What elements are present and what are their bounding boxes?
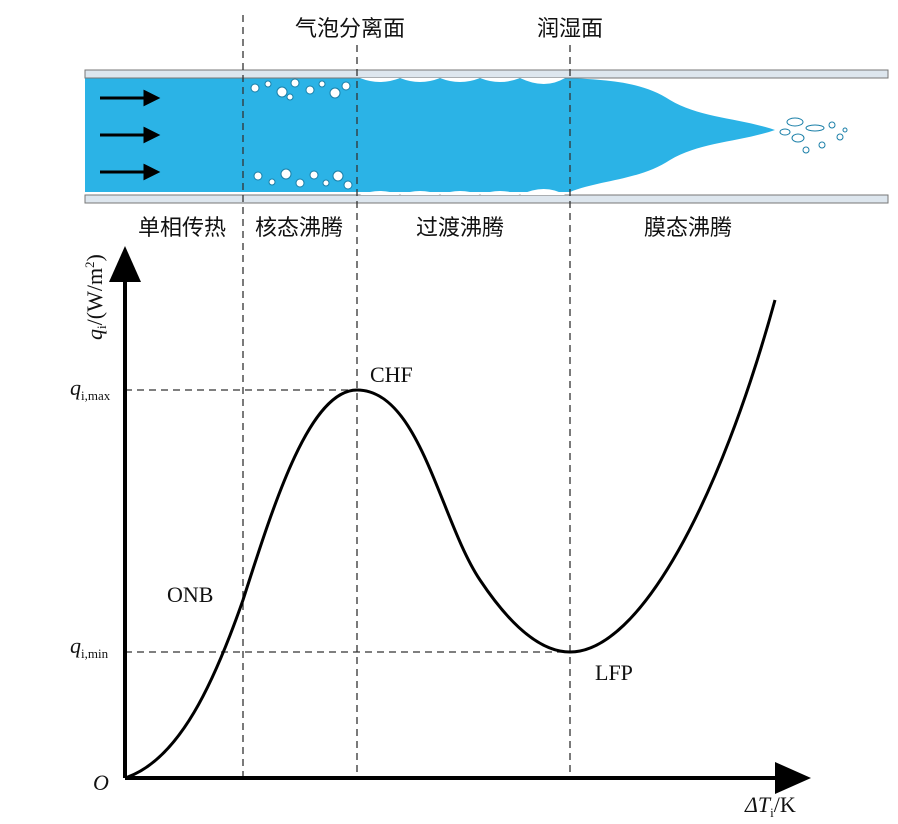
region-label: 膜态沸腾 <box>644 216 732 241</box>
q-max-label: qi,max <box>70 375 111 403</box>
chf-label: CHF <box>370 362 413 387</box>
region-label: 单相传热 <box>138 216 226 241</box>
region-label: 核态沸腾 <box>255 216 343 241</box>
lfp-label: LFP <box>595 660 633 685</box>
bubbles <box>250 78 848 190</box>
boiling-curve <box>124 299 777 780</box>
dashed-guides <box>125 15 571 778</box>
axes <box>109 246 811 794</box>
wetting-label: 润湿面 <box>537 17 603 42</box>
origin-label: O <box>93 770 109 795</box>
pipe <box>84 69 889 204</box>
separation-label: 气泡分离面 <box>295 17 405 42</box>
onb-label: ONB <box>167 582 213 607</box>
q-min-label: qi,min <box>70 633 109 661</box>
y-axis-label: qi/(W/m2) <box>82 254 109 340</box>
region-label: 过渡沸腾 <box>416 216 504 241</box>
x-axis-label: ΔTi/K <box>744 792 796 820</box>
